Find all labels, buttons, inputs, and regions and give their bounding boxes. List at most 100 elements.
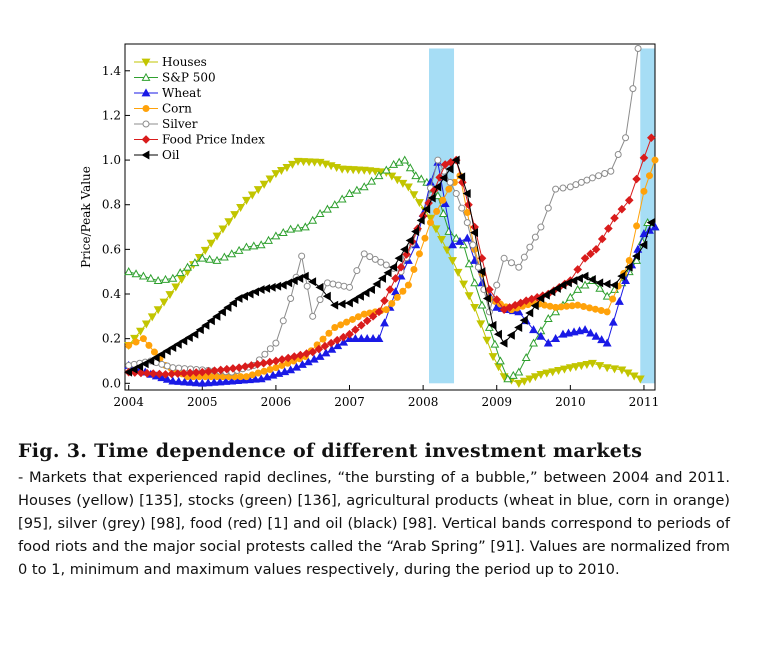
data-point-4-42 — [371, 255, 379, 263]
data-point-4-82 — [622, 134, 630, 142]
data-point-3-34 — [325, 329, 333, 337]
data-point-6-85 — [624, 262, 633, 272]
data-point-6-52 — [422, 204, 431, 214]
series-6 — [124, 155, 655, 377]
data-point-1-22 — [286, 224, 296, 233]
data-point-2-39 — [350, 334, 360, 343]
data-point-2-78 — [602, 338, 612, 347]
data-point-6-81 — [595, 278, 604, 288]
data-point-2-66 — [529, 325, 538, 334]
data-point-5-40 — [368, 312, 378, 321]
data-point-6-14 — [201, 320, 210, 330]
data-point-1-27 — [322, 204, 332, 213]
y-tick-label-0.0: 0.0 — [102, 376, 121, 390]
data-point-5-82 — [617, 204, 627, 214]
data-point-0-24 — [265, 175, 275, 184]
data-point-4-8 — [169, 364, 177, 372]
data-point-5-42 — [380, 296, 389, 306]
data-point-1-37 — [394, 157, 404, 166]
data-point-6-16 — [212, 311, 221, 321]
x-tick-label-2010: 2010 — [555, 395, 586, 409]
data-point-3-39 — [354, 313, 362, 321]
data-point-1-29 — [337, 194, 347, 203]
data-point-1-8 — [183, 262, 193, 271]
data-point-0-13 — [200, 246, 210, 255]
legend-marker-1 — [141, 72, 151, 81]
data-point-1-44 — [433, 191, 443, 200]
data-point-5-31 — [314, 344, 324, 354]
data-point-6-50 — [411, 227, 420, 236]
data-point-1-39 — [405, 163, 415, 172]
data-point-1-19 — [264, 235, 273, 244]
data-point-4-62 — [493, 281, 501, 289]
data-point-2-10 — [180, 377, 190, 386]
data-point-6-10 — [179, 336, 188, 346]
data-point-6-86 — [631, 251, 640, 261]
data-point-3-46 — [393, 293, 401, 301]
data-point-2-13 — [197, 378, 207, 387]
data-point-2-79 — [608, 317, 618, 326]
data-point-0-51 — [414, 199, 424, 208]
data-point-4-80 — [607, 167, 615, 175]
data-point-2-75 — [586, 328, 596, 337]
data-point-2-8 — [168, 376, 178, 385]
data-point-6-26 — [267, 282, 276, 292]
data-point-0-74 — [548, 368, 558, 377]
data-point-4-68 — [531, 233, 539, 241]
data-point-0-49 — [403, 183, 413, 192]
data-point-6-60 — [470, 228, 479, 238]
data-point-3-58 — [463, 209, 471, 217]
data-point-0-71 — [530, 373, 540, 382]
data-point-0-22 — [253, 186, 263, 195]
data-point-5-5 — [155, 369, 164, 379]
data-point-2-32 — [309, 354, 319, 363]
data-point-6-41 — [361, 288, 370, 298]
data-point-3-52 — [426, 219, 434, 227]
data-point-6-34 — [315, 282, 324, 292]
data-point-6-28 — [278, 280, 287, 290]
data-point-1-4 — [153, 275, 163, 284]
data-point-4-9 — [175, 364, 183, 372]
data-point-0-88 — [635, 375, 645, 384]
data-point-3-24 — [266, 365, 274, 373]
data-point-6-84 — [617, 271, 626, 281]
data-point-6-15 — [206, 316, 215, 326]
data-point-6-0 — [124, 367, 133, 377]
data-point-6-64 — [493, 329, 502, 339]
data-point-5-45 — [396, 262, 406, 272]
data-point-2-56 — [462, 233, 472, 242]
data-point-5-8 — [173, 369, 183, 378]
data-point-6-22 — [245, 289, 254, 299]
data-point-0-16 — [218, 225, 228, 234]
plot-frame — [124, 43, 656, 391]
data-point-1-58 — [521, 353, 531, 362]
data-point-5-84 — [632, 174, 641, 184]
legend-label-3: Corn — [162, 102, 192, 116]
data-point-4-26 — [272, 339, 280, 347]
data-point-2-15 — [209, 377, 219, 386]
data-point-1-9 — [190, 258, 200, 267]
data-point-2-41 — [362, 334, 372, 343]
band-layer — [429, 48, 655, 384]
data-point-6-74 — [552, 283, 561, 293]
data-point-4-27 — [279, 317, 287, 325]
data-point-0-83 — [602, 364, 612, 373]
data-point-1-53 — [490, 339, 500, 348]
data-point-3-23 — [260, 367, 268, 375]
data-point-5-2 — [136, 368, 146, 378]
data-point-0-39 — [348, 166, 358, 175]
data-point-4-39 — [353, 267, 361, 275]
data-point-1-13 — [219, 252, 229, 261]
figure-caption: Fig. 3. Time dependence of different inv… — [18, 440, 730, 581]
data-point-4-63 — [500, 254, 508, 262]
data-point-0-65 — [494, 363, 504, 372]
data-point-0-8 — [171, 283, 181, 292]
data-point-4-64 — [507, 259, 515, 267]
data-point-3-79 — [585, 304, 593, 312]
series-5 — [124, 133, 656, 379]
data-point-4-71 — [552, 185, 560, 193]
data-point-5-35 — [339, 332, 348, 342]
data-point-0-63 — [482, 336, 492, 345]
data-point-3-22 — [254, 369, 262, 377]
data-point-5-86 — [647, 133, 656, 143]
